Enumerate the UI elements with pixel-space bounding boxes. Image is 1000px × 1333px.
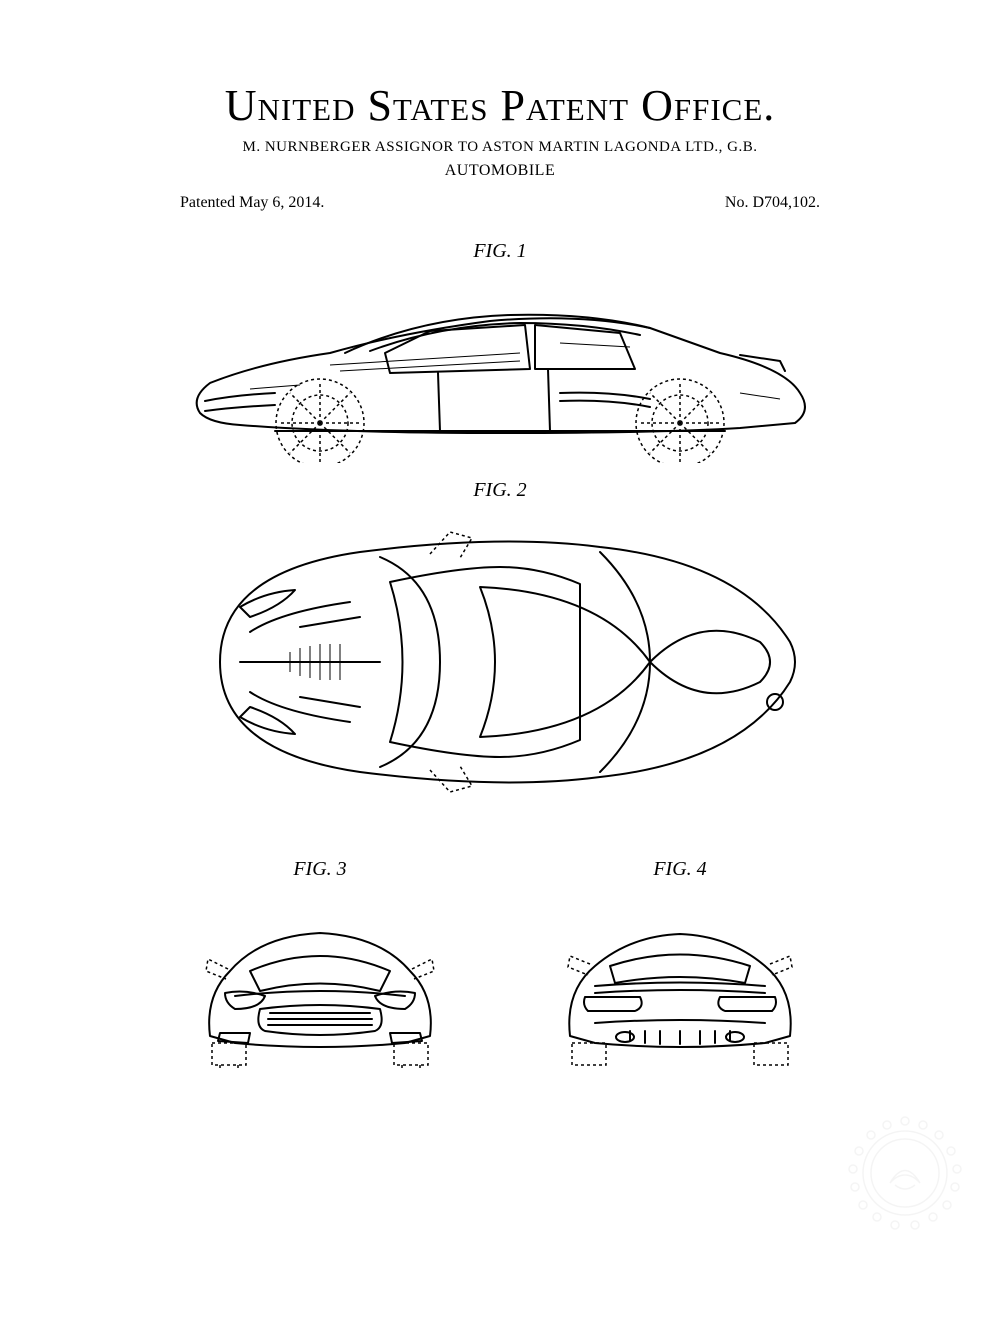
fig-pair: FIG. 3 <box>120 842 880 1071</box>
fig3-column: FIG. 3 <box>160 842 480 1071</box>
fig4-label: FIG. 4 <box>653 858 706 881</box>
page-title: United States Patent Office. <box>120 80 880 131</box>
patent-page: United States Patent Office. M. NURNBERG… <box>0 0 1000 1333</box>
meta-row: Patented May 6, 2014. No. D704,102. <box>120 194 880 212</box>
car-front-icon <box>180 901 460 1071</box>
fig2-drawing <box>120 512 880 812</box>
subject-line: AUTOMOBILE <box>120 162 880 180</box>
car-side-icon <box>180 273 820 463</box>
fig1-label: FIG. 1 <box>120 240 880 263</box>
fig4-column: FIG. 4 <box>520 842 840 1071</box>
patent-number: No. D704,102. <box>725 194 820 212</box>
fig1-drawing <box>120 273 880 463</box>
patent-seal-icon <box>845 1113 965 1233</box>
patented-date: Patented May 6, 2014. <box>180 194 324 212</box>
assignor-line: M. NURNBERGER ASSIGNOR TO ASTON MARTIN L… <box>120 139 880 156</box>
fig3-label: FIG. 3 <box>293 858 346 881</box>
fig2-label: FIG. 2 <box>120 479 880 502</box>
car-rear-icon <box>540 901 820 1071</box>
car-top-icon <box>180 512 820 812</box>
